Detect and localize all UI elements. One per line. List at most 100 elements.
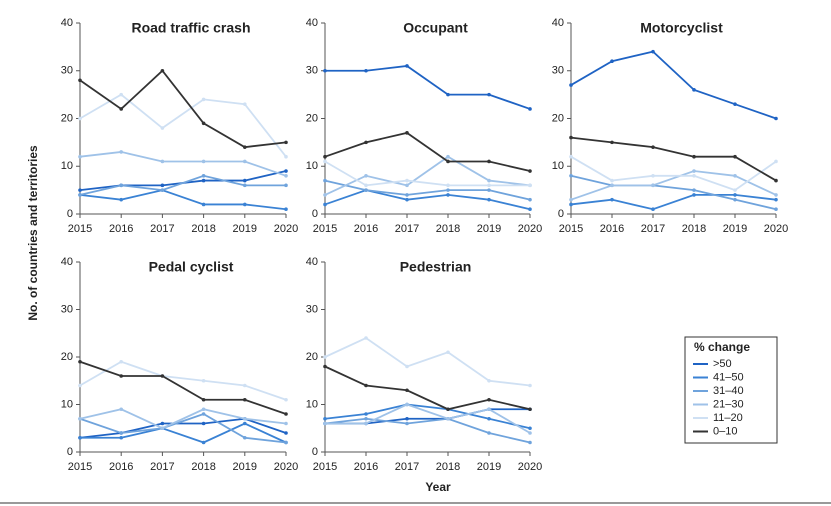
panel-title: Motorcyclist [640,20,723,36]
x-tick-label: 2015 [559,223,583,235]
point [528,426,532,431]
series-line [80,422,287,444]
y-tick-label: 40 [61,256,73,268]
x-tick-label: 2020 [518,461,542,473]
point [569,202,573,207]
point [528,383,532,388]
y-tick-label: 30 [306,303,318,315]
series-line [79,93,287,158]
point [405,364,409,369]
y-tick-label: 10 [306,160,318,172]
point [692,174,696,178]
point [364,412,368,416]
y-tick-label: 20 [61,112,73,124]
point [487,183,491,188]
x-tick-label: 2020 [274,223,298,235]
point [446,407,450,412]
point [569,174,573,178]
point [487,407,491,412]
x-tick-label: 2016 [354,223,378,235]
point [733,197,737,202]
point [119,407,123,412]
point [201,440,206,445]
legend-label: 0–10 [713,425,737,437]
point [405,388,409,393]
point [774,193,778,197]
point [446,416,450,421]
point [78,78,82,83]
x-tick-label: 2016 [109,461,133,473]
point [160,159,165,164]
point [243,159,247,164]
y-axis-title: No. of countries and territories [26,145,40,321]
point [446,193,450,197]
point [323,178,327,183]
point [284,183,288,188]
legend-title: % change [694,340,750,354]
series-line [324,155,531,196]
y-tick-label: 40 [306,256,318,268]
point [201,121,206,126]
point [610,178,614,183]
point [733,193,737,197]
series-line [79,360,287,415]
point [528,207,532,212]
point [243,145,247,149]
point [733,174,737,178]
point [243,178,247,183]
point [487,378,491,383]
point [569,83,573,87]
x-tick-label: 2019 [477,223,501,235]
y-tick-label: 40 [552,17,564,29]
point [201,178,206,183]
point [487,178,491,183]
point [405,402,409,407]
point [651,174,655,178]
point [119,150,123,154]
point [119,183,123,188]
point [323,416,327,421]
point [243,397,247,402]
point [160,126,165,130]
series-line [570,174,777,211]
x-tick-label: 2017 [395,223,419,235]
point [569,135,573,140]
point [284,397,288,402]
point [243,416,247,421]
point [119,92,123,97]
point [569,154,573,159]
point [405,64,409,68]
series-line [79,360,287,401]
point [733,188,737,192]
y-tick-label: 20 [306,112,318,124]
point [201,397,206,402]
point [774,207,778,212]
y-tick-label: 20 [552,112,564,124]
point [78,154,82,159]
point [651,49,655,54]
point [78,416,82,421]
point [323,159,327,164]
x-tick-label: 2019 [233,461,257,473]
point [284,431,288,435]
y-tick-label: 30 [552,65,564,77]
x-tick-label: 2017 [395,461,419,473]
x-tick-label: 2020 [518,223,542,235]
x-tick-label: 2017 [150,223,174,235]
point [284,412,288,416]
point [119,197,123,202]
point [119,359,123,364]
point [78,193,82,197]
point [487,197,491,202]
point [323,202,327,207]
series-line [79,174,286,196]
point [243,421,247,426]
series-line [79,69,287,149]
point [364,421,368,426]
point [487,431,491,435]
x-tick-label: 2020 [764,223,788,235]
x-tick-label: 2020 [274,461,298,473]
point [284,440,288,445]
x-tick-label: 2018 [191,223,215,235]
point [692,88,696,92]
